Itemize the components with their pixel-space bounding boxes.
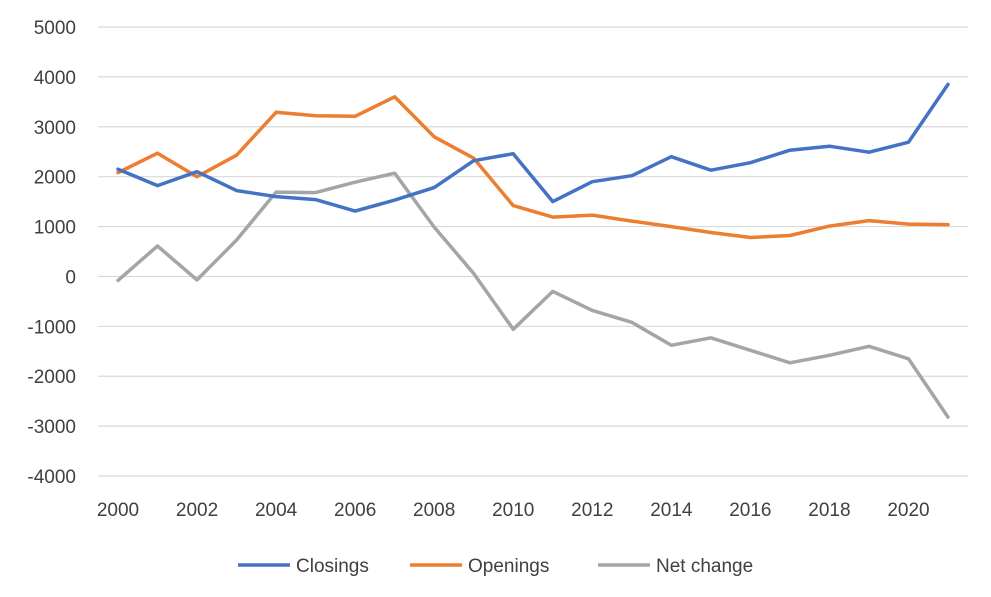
x-tick-label: 2020 (887, 500, 929, 521)
legend-label: Closings (296, 556, 369, 577)
legend-item: Net change (598, 556, 753, 577)
gridlines (98, 26, 968, 477)
legend: Closings Openings Net change (238, 556, 753, 577)
x-axis-tick-labels: 2000 2002 2004 2006 2008 2010 2012 2014 2016 2018… (97, 500, 930, 521)
legend-label: Net change (656, 556, 753, 577)
x-tick-label: 2004 (255, 500, 298, 521)
x-tick-label: 2006 (334, 500, 376, 521)
y-tick-label: -3000 (27, 417, 76, 438)
series-lines (116, 82, 950, 419)
y-tick-label: 0 (65, 267, 76, 288)
x-tick-label: 2014 (650, 500, 693, 521)
x-tick-label: 2000 (97, 500, 139, 521)
legend-item: Closings (238, 556, 369, 577)
x-tick-label: 2002 (176, 500, 218, 521)
y-tick-label: 4000 (34, 68, 76, 89)
y-tick-label: -4000 (27, 467, 76, 488)
series-line-openings (116, 95, 950, 240)
y-tick-label: -2000 (27, 367, 76, 388)
x-tick-label: 2008 (413, 500, 455, 521)
x-tick-label: 2010 (492, 500, 534, 521)
y-tick-label: 3000 (34, 118, 76, 139)
series-line-closings (116, 82, 950, 213)
y-tick-label: 5000 (34, 18, 76, 39)
x-tick-label: 2016 (729, 500, 771, 521)
y-tick-label: 1000 (34, 218, 76, 239)
x-tick-label: 2012 (571, 500, 613, 521)
y-tick-label: 2000 (34, 168, 76, 189)
legend-item: Openings (410, 556, 549, 577)
legend-label: Openings (468, 556, 549, 577)
y-tick-label: -1000 (27, 317, 76, 338)
series-line-net-change (116, 171, 950, 419)
y-axis-tick-labels: 5000 4000 3000 2000 1000 0 -1000 -2000 -3000 -400… (27, 18, 76, 488)
x-tick-label: 2018 (808, 500, 850, 521)
